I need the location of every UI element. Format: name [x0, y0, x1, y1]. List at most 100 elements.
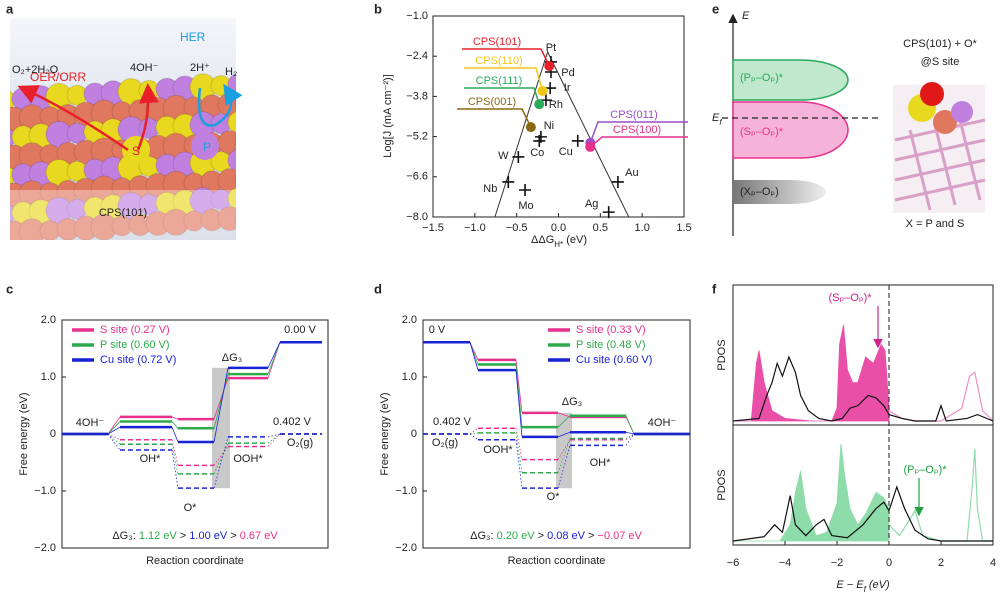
- connector: [107, 433, 121, 441]
- legend-label: Cu site (0.60 V): [576, 354, 652, 366]
- connector: [557, 415, 571, 428]
- delta-g-bar: [556, 412, 572, 489]
- x-tick-label: −2: [831, 557, 844, 569]
- leader-line: [589, 121, 688, 144]
- legend-label: S site (0.27 V): [100, 324, 170, 336]
- y-axis-label: Free energy (eV): [18, 392, 30, 475]
- model-note: X = P and S: [906, 218, 965, 230]
- y-tick-label: 2.0: [402, 314, 417, 326]
- atom: [227, 111, 236, 134]
- legend-label: P site (0.48 V): [576, 339, 646, 351]
- connector: [515, 364, 523, 428]
- atom: [234, 173, 236, 186]
- point-label: Pd: [561, 67, 574, 79]
- x-axis-label: ΔΔGH* (eV): [531, 234, 587, 249]
- x-tick-label: −4: [779, 557, 792, 569]
- connector: [625, 433, 635, 439]
- arrow: [136, 83, 159, 151]
- site-point: [525, 122, 536, 133]
- x-tick-label: 0: [886, 557, 892, 569]
- delta-g-comparison: ΔG₃: 1.12 eV > 1.00 eV > 0.67 eV: [112, 530, 278, 542]
- atom: [217, 168, 236, 194]
- atom: [191, 132, 219, 160]
- site-point: [534, 99, 545, 110]
- delta-g-bar: [212, 367, 230, 489]
- point-label: Rh: [549, 99, 563, 111]
- connector: [171, 416, 179, 420]
- point-label: Pt: [546, 42, 556, 54]
- annotation: OOH*: [483, 444, 513, 456]
- state-label: (Xₚ–Oₚ): [740, 186, 779, 198]
- connector: [267, 433, 281, 447]
- point-marker: [519, 184, 532, 197]
- x-axis-label: Reaction coordinate: [146, 555, 244, 567]
- annotation: O₂(g): [432, 437, 458, 449]
- atom: [122, 136, 150, 164]
- x-tick-label: −0.5: [506, 222, 528, 234]
- site-label: CPS(011): [610, 109, 657, 121]
- site-point: [537, 85, 548, 96]
- x-tick-label: 2: [938, 557, 944, 569]
- comparison-part: >: [585, 530, 598, 542]
- connector: [171, 444, 179, 474]
- state-annotation: (Sₚ–Oₚ)*: [828, 292, 872, 304]
- species-label: O₂+2H₂O: [12, 64, 59, 76]
- panel-label: b: [374, 1, 382, 16]
- y-tick-label: −1.0: [34, 485, 56, 497]
- panel-label: a: [6, 1, 14, 16]
- annotation: 4OH⁻: [648, 417, 677, 429]
- connector: [171, 439, 179, 466]
- state-band: [732, 59, 849, 101]
- connector: [107, 421, 121, 435]
- point-label: Nb: [483, 183, 497, 195]
- connector: [625, 433, 635, 446]
- y-tick-label: −2.0: [34, 542, 56, 554]
- connector: [469, 342, 479, 371]
- annotation: ΔG₃: [562, 396, 582, 408]
- connector: [267, 342, 281, 375]
- connector: [625, 431, 635, 435]
- panel-label: f: [712, 281, 717, 296]
- x-axis-label: Reaction coordinate: [508, 555, 606, 567]
- leader-line: [457, 108, 532, 128]
- annotation: 0.00 V: [284, 324, 316, 336]
- state-label: (Pₚ–Oₚ)*: [740, 72, 784, 84]
- annotation: O*: [547, 491, 561, 503]
- connector: [469, 433, 479, 441]
- point-marker: [502, 175, 515, 188]
- comparison-part: −0.07 eV: [598, 530, 643, 542]
- y-tick-label: 1.0: [402, 371, 417, 383]
- site-label: CPS(001): [468, 96, 516, 108]
- point-label: Au: [625, 167, 638, 179]
- state-band: [732, 101, 849, 159]
- connector: [107, 433, 121, 451]
- connector: [515, 370, 523, 437]
- point-marker: [602, 206, 615, 219]
- site-label: CPS(101): [473, 36, 521, 48]
- x-axis-label-part: E − E: [836, 579, 864, 591]
- y-tick-label: −3.8: [406, 90, 428, 102]
- x-axis-label-part: (eV): [866, 579, 890, 591]
- connector: [515, 359, 523, 413]
- point-label: W: [498, 150, 509, 162]
- comparison-part: >: [227, 530, 240, 542]
- x-tick-label: −1.0: [464, 222, 486, 234]
- axis-label: E: [742, 10, 750, 22]
- legend-label: Cu site (0.72 V): [100, 354, 176, 366]
- connector: [107, 426, 121, 435]
- point-marker: [611, 175, 624, 188]
- atom: [234, 211, 236, 224]
- annotation: 0.402 V: [273, 416, 312, 428]
- point-label: Cu: [559, 146, 573, 158]
- comparison-part: 0.20 eV: [497, 530, 536, 542]
- connector: [213, 446, 229, 466]
- point-label: Mo: [518, 200, 533, 212]
- leader-line: [589, 136, 688, 148]
- x-tick-label: 1.5: [676, 222, 691, 234]
- comparison-part: >: [535, 530, 548, 542]
- state-band: [733, 180, 826, 204]
- annotation: O₂(g): [287, 437, 313, 449]
- arrow: [17, 85, 129, 152]
- model-illustration: [893, 82, 986, 213]
